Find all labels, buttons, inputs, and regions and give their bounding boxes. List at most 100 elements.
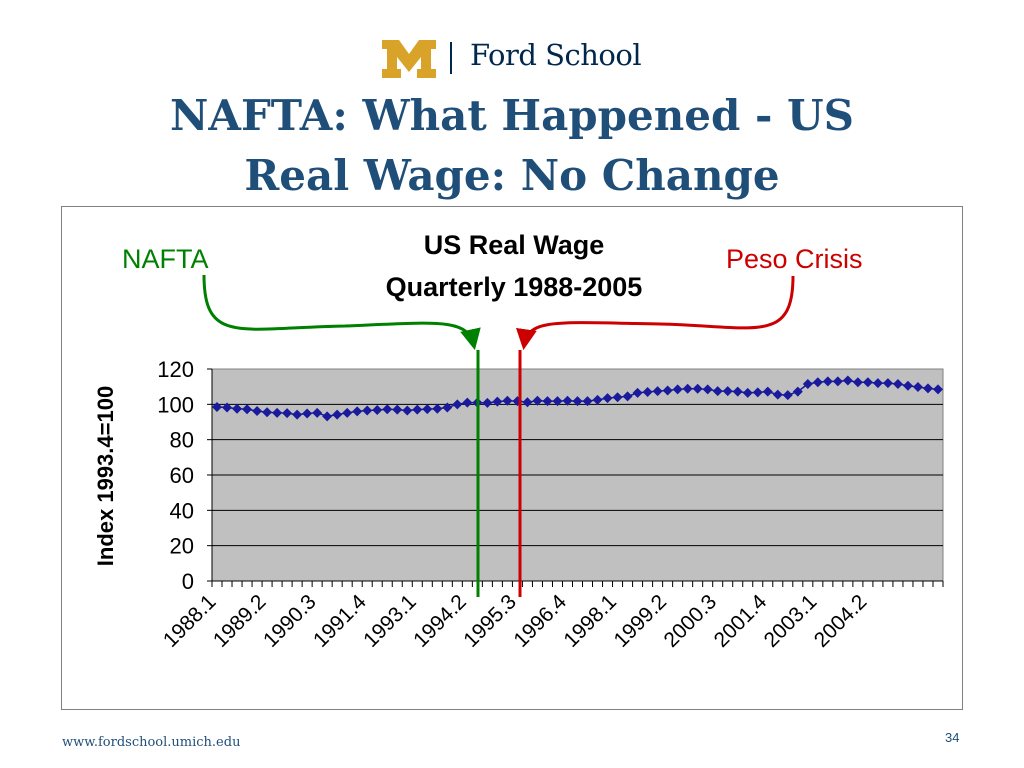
data-point bbox=[802, 379, 813, 390]
y-tick-label: 100 bbox=[157, 392, 194, 417]
data-point bbox=[342, 407, 353, 418]
data-point bbox=[812, 377, 823, 388]
data-point bbox=[782, 390, 793, 401]
footer-url[interactable]: www.fordschool.umich.edu bbox=[62, 735, 241, 750]
data-point bbox=[872, 378, 883, 389]
data-point bbox=[762, 386, 773, 397]
data-point bbox=[692, 383, 703, 394]
nafta-arrow bbox=[202, 274, 481, 351]
x-tick-label: 1989.2 bbox=[209, 590, 271, 652]
data-point bbox=[852, 377, 863, 388]
data-point bbox=[562, 395, 573, 406]
data-point bbox=[322, 411, 333, 422]
data-point bbox=[492, 396, 503, 407]
data-point bbox=[902, 380, 913, 391]
data-point bbox=[702, 384, 713, 395]
data-point bbox=[352, 406, 363, 417]
x-tick-label: 2003.1 bbox=[760, 590, 822, 652]
x-tick-label: 1991.4 bbox=[309, 590, 371, 652]
slide-title-line2: Real Wage: No Change bbox=[244, 151, 780, 200]
peso-crisis-arrow bbox=[515, 275, 795, 351]
x-tick-label: 1998.1 bbox=[559, 590, 621, 652]
real-wage-series bbox=[212, 375, 943, 422]
chart-frame bbox=[61, 206, 963, 710]
data-point bbox=[882, 378, 893, 389]
x-tick-label: 1996.4 bbox=[509, 590, 571, 652]
data-point bbox=[592, 394, 603, 405]
data-point bbox=[442, 402, 453, 413]
page-number: 34 bbox=[945, 730, 960, 745]
data-point bbox=[232, 403, 243, 414]
peso-crisis-label: Peso Crisis bbox=[726, 244, 863, 274]
data-point bbox=[212, 401, 223, 412]
y-axis-label: Index 1993.4=100 bbox=[93, 386, 118, 566]
data-point bbox=[382, 404, 393, 415]
data-point bbox=[932, 384, 943, 395]
data-point bbox=[262, 407, 273, 418]
data-point bbox=[522, 397, 533, 408]
data-point bbox=[862, 377, 873, 388]
data-point bbox=[722, 386, 733, 397]
data-point bbox=[772, 389, 783, 400]
data-point bbox=[282, 408, 293, 419]
data-point bbox=[732, 386, 743, 397]
data-point bbox=[402, 405, 413, 416]
data-point bbox=[822, 376, 833, 387]
x-tick-label: 1999.2 bbox=[609, 590, 671, 652]
x-tick-label: 2000.3 bbox=[660, 590, 722, 652]
data-point bbox=[742, 387, 753, 398]
chart-title: US Real Wage bbox=[424, 230, 605, 260]
data-point bbox=[662, 385, 673, 396]
data-point bbox=[612, 392, 623, 403]
data-point bbox=[272, 407, 283, 418]
data-point bbox=[632, 387, 643, 398]
x-tick-label: 1995.3 bbox=[459, 590, 521, 652]
data-point bbox=[842, 375, 853, 386]
data-point bbox=[672, 384, 683, 395]
y-tick-label: 120 bbox=[157, 357, 194, 382]
data-point bbox=[302, 408, 313, 419]
data-point bbox=[532, 395, 543, 406]
data-point bbox=[652, 386, 663, 397]
data-point bbox=[582, 396, 593, 407]
data-point bbox=[422, 404, 433, 415]
data-point bbox=[572, 396, 583, 407]
data-point bbox=[792, 386, 803, 397]
data-point bbox=[892, 379, 903, 390]
data-point bbox=[462, 397, 473, 408]
x-axis: 1988.11989.21990.31991.41993.11994.21995… bbox=[159, 580, 944, 652]
x-tick-label: 1994.2 bbox=[409, 590, 471, 652]
data-point bbox=[552, 396, 563, 407]
y-tick-label: 60 bbox=[170, 463, 194, 488]
data-point bbox=[392, 404, 403, 415]
school-name: Ford School bbox=[470, 38, 642, 72]
data-point bbox=[252, 406, 263, 417]
data-point bbox=[412, 404, 423, 415]
x-tick-label: 1990.3 bbox=[259, 590, 321, 652]
data-point bbox=[832, 376, 843, 387]
x-tick-label: 1993.1 bbox=[359, 590, 421, 652]
data-point bbox=[292, 409, 303, 420]
block-m-logo-icon bbox=[382, 40, 436, 78]
y-tick-label: 0 bbox=[182, 569, 194, 594]
logo-divider bbox=[450, 42, 452, 74]
x-tick-label: 1988.1 bbox=[159, 590, 221, 652]
chart-subtitle: Quarterly 1988-2005 bbox=[386, 272, 643, 302]
data-point bbox=[642, 386, 653, 397]
data-point bbox=[332, 409, 343, 420]
ford-school-logo: Ford School bbox=[382, 38, 642, 80]
x-tick-label: 2001.4 bbox=[710, 590, 772, 652]
data-point bbox=[222, 402, 233, 413]
data-point bbox=[682, 383, 693, 394]
data-point bbox=[622, 391, 633, 402]
data-point bbox=[242, 404, 253, 415]
y-tick-label: 20 bbox=[170, 534, 194, 559]
y-tick-label: 80 bbox=[170, 428, 194, 453]
data-point bbox=[362, 405, 373, 416]
data-point bbox=[912, 382, 923, 393]
data-point bbox=[712, 386, 723, 397]
data-point bbox=[452, 399, 463, 410]
data-point bbox=[542, 396, 553, 407]
data-point bbox=[372, 404, 383, 415]
